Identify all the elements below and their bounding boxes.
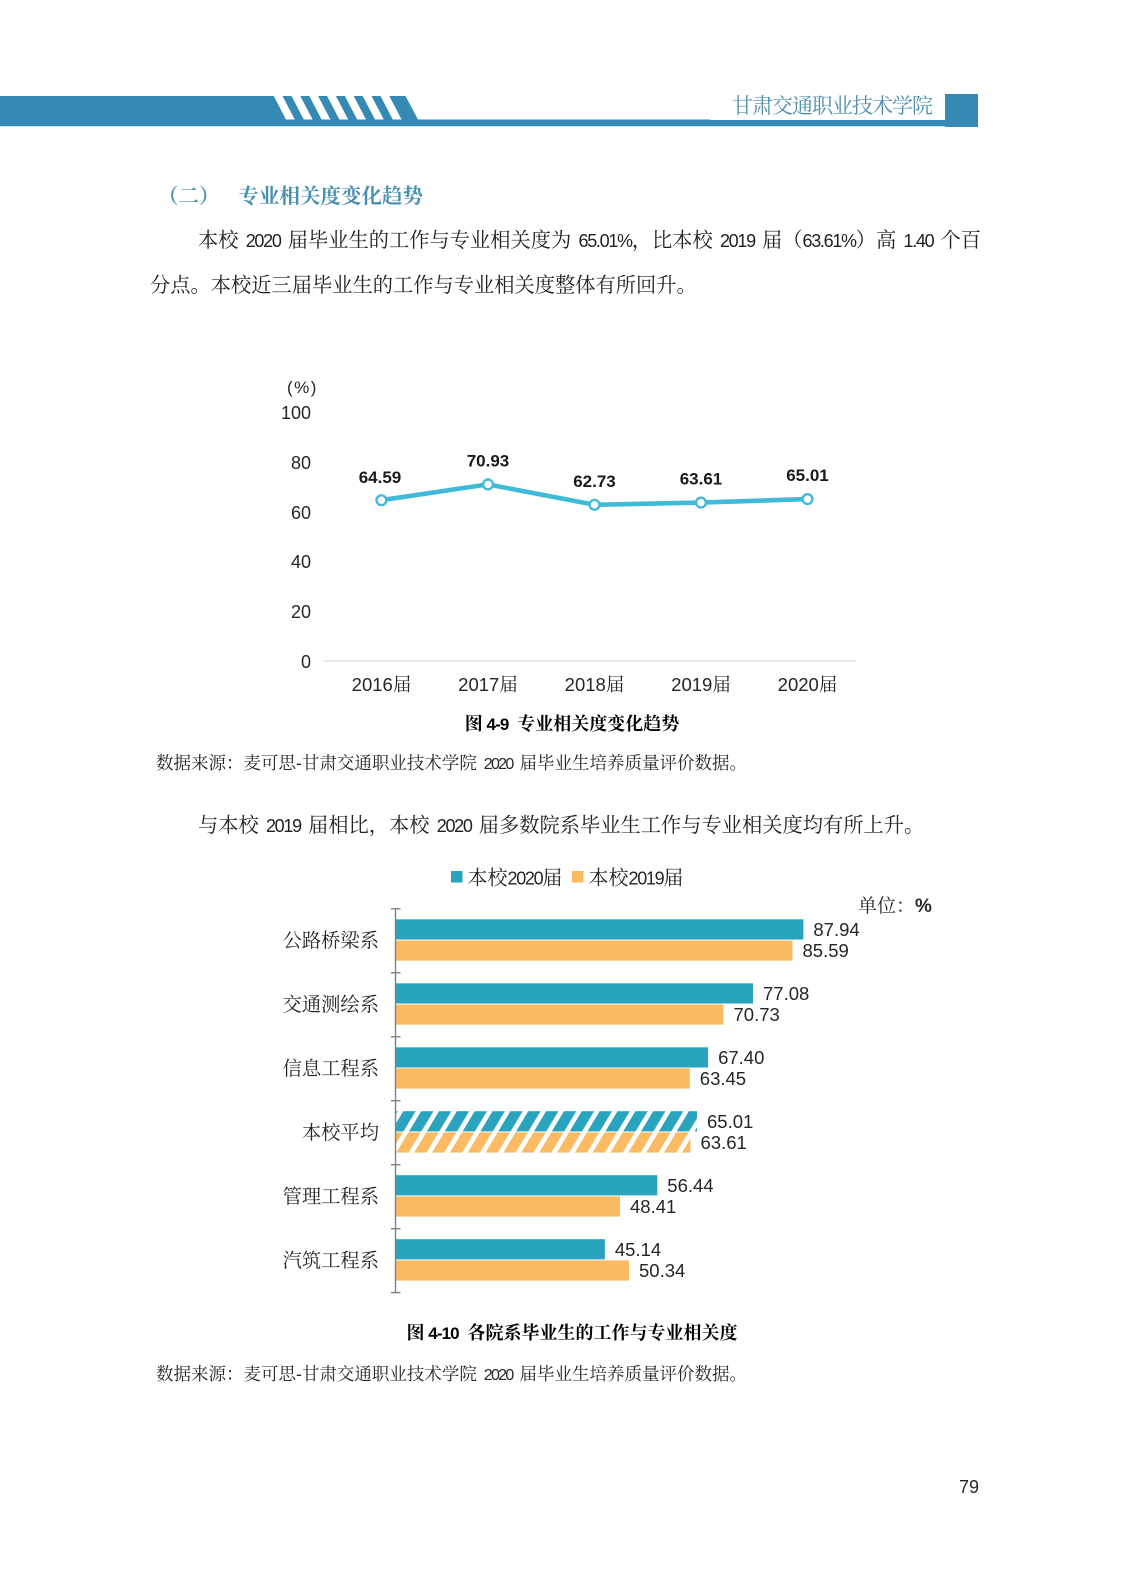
svg-text:67.40: 67.40 xyxy=(718,1047,764,1068)
svg-text:64.59: 64.59 xyxy=(359,468,402,487)
svg-text:100: 100 xyxy=(281,403,311,423)
svg-text:汽筑工程系: 汽筑工程系 xyxy=(283,1250,379,1272)
svg-text:0: 0 xyxy=(301,652,311,672)
svg-text:信息工程系: 信息工程系 xyxy=(283,1058,379,1080)
svg-text:交通测绘系: 交通测绘系 xyxy=(283,994,379,1016)
svg-text:56.44: 56.44 xyxy=(667,1175,713,1196)
svg-text:本校2019届: 本校2019届 xyxy=(589,867,684,890)
svg-text:80: 80 xyxy=(291,453,311,473)
svg-text:65.01: 65.01 xyxy=(786,466,829,485)
svg-text:50.34: 50.34 xyxy=(639,1260,685,1281)
svg-text:40: 40 xyxy=(291,552,311,572)
svg-text:60: 60 xyxy=(291,503,311,523)
svg-text:2017届: 2017届 xyxy=(458,674,518,695)
svg-text:45.14: 45.14 xyxy=(615,1239,661,1260)
svg-text:65.01: 65.01 xyxy=(707,1111,753,1132)
svg-text:70.93: 70.93 xyxy=(467,451,510,470)
svg-text:48.41: 48.41 xyxy=(630,1196,676,1217)
svg-text:70.73: 70.73 xyxy=(734,1004,780,1025)
svg-text:甘肃交通职业技术学院: 甘肃交通职业技术学院 xyxy=(732,94,933,118)
svg-text:2016届: 2016届 xyxy=(352,674,412,695)
svg-text:63.61: 63.61 xyxy=(680,470,723,489)
svg-text:2020届: 2020届 xyxy=(778,674,838,695)
svg-text:85.59: 85.59 xyxy=(803,940,849,961)
svg-text:77.08: 77.08 xyxy=(763,983,809,1004)
svg-text:本校平均: 本校平均 xyxy=(302,1122,379,1144)
svg-text:(%): (%) xyxy=(287,378,318,397)
svg-text:63.45: 63.45 xyxy=(700,1068,746,1089)
svg-text:62.73: 62.73 xyxy=(573,472,616,491)
svg-text:2019届: 2019届 xyxy=(671,674,731,695)
svg-text:2018届: 2018届 xyxy=(565,674,625,695)
svg-text:公路桥梁系: 公路桥梁系 xyxy=(283,930,379,952)
svg-text:单位：%: 单位：% xyxy=(858,895,932,917)
svg-text:87.94: 87.94 xyxy=(813,919,859,940)
svg-text:63.61: 63.61 xyxy=(701,1132,747,1153)
svg-text:本校2020届: 本校2020届 xyxy=(468,867,563,890)
svg-text:管理工程系: 管理工程系 xyxy=(283,1186,379,1208)
svg-text:20: 20 xyxy=(291,602,311,622)
